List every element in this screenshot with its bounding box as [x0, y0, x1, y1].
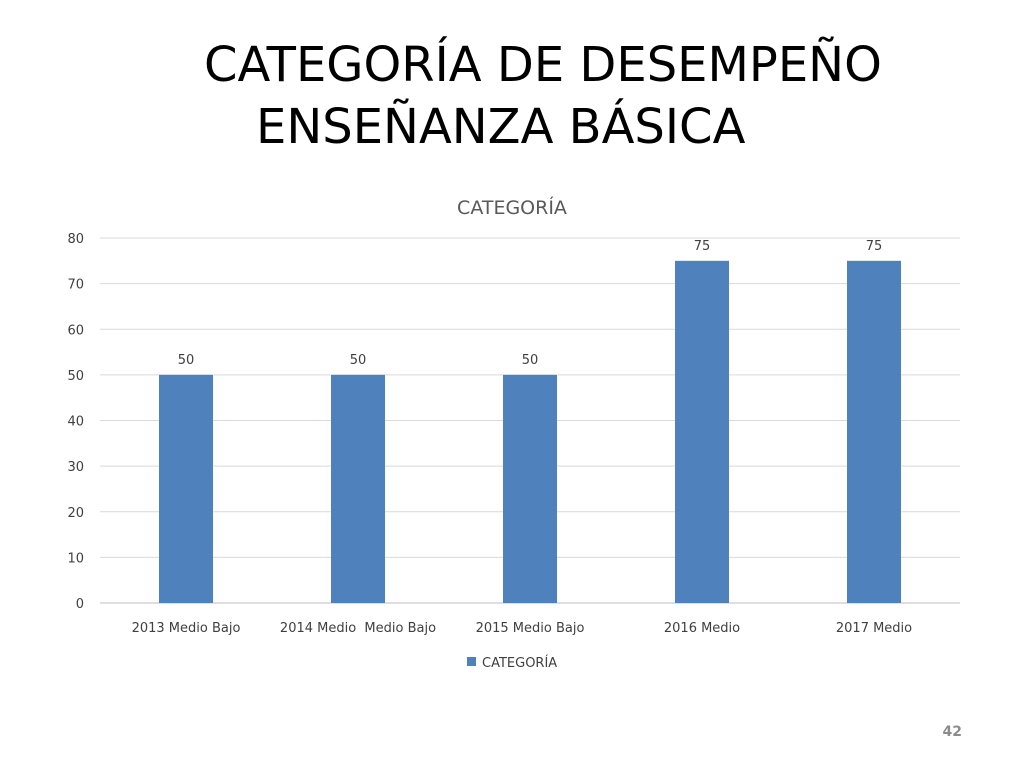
y-tick-label: 20	[67, 506, 84, 521]
y-tick-label: 80	[67, 232, 84, 247]
data-label: 50	[178, 353, 195, 368]
bar	[331, 374, 385, 603]
y-tick-label: 70	[67, 278, 84, 293]
category-label: 2013 Medio Bajo	[132, 621, 241, 636]
bar	[847, 260, 901, 603]
x-axis-category-labels: 2013 Medio Bajo 2014 Medio Medio Bajo 2015…	[132, 621, 913, 636]
data-label: 50	[522, 353, 539, 368]
data-label: 50	[350, 353, 367, 368]
y-tick-label: 60	[67, 323, 84, 338]
page-number: 42	[942, 724, 962, 740]
y-axis-tick-labels: 0 10 20 30 40 50 60 70 80	[67, 232, 84, 612]
legend-swatch	[467, 657, 476, 666]
y-tick-label: 30	[67, 460, 84, 475]
bar	[159, 374, 213, 603]
data-label: 75	[866, 239, 883, 254]
y-tick-label: 0	[76, 597, 84, 612]
slide-title: CATEGORÍA DE DESEMPEÑO ENSEÑANZA BÁSICA	[0, 34, 1024, 158]
y-tick-label: 40	[67, 415, 84, 430]
bars	[159, 260, 901, 603]
bar	[675, 260, 729, 603]
data-label: 75	[694, 239, 711, 254]
legend: CATEGORÍA	[467, 655, 557, 671]
bar-chart: CATEGORÍA 0 10 20 30 40 50 60 70 80 50 50 50 75 75 2…	[67, 196, 960, 671]
category-label: 2015 Medio Bajo	[476, 621, 585, 636]
data-labels: 50 50 50 75 75	[178, 239, 883, 368]
slide-title-line-1: CATEGORÍA DE DESEMPEÑO	[204, 37, 882, 93]
slide-title-line-2: ENSEÑANZA BÁSICA	[256, 99, 746, 155]
y-tick-label: 50	[67, 369, 84, 384]
category-label: 2017 Medio	[836, 621, 912, 636]
chart-title: CATEGORÍA	[457, 196, 567, 219]
legend-label: CATEGORÍA	[482, 655, 557, 671]
bar	[503, 374, 557, 603]
y-tick-label: 10	[67, 551, 84, 566]
category-label: 2014 Medio Medio Bajo	[280, 621, 436, 636]
category-label: 2016 Medio	[664, 621, 740, 636]
